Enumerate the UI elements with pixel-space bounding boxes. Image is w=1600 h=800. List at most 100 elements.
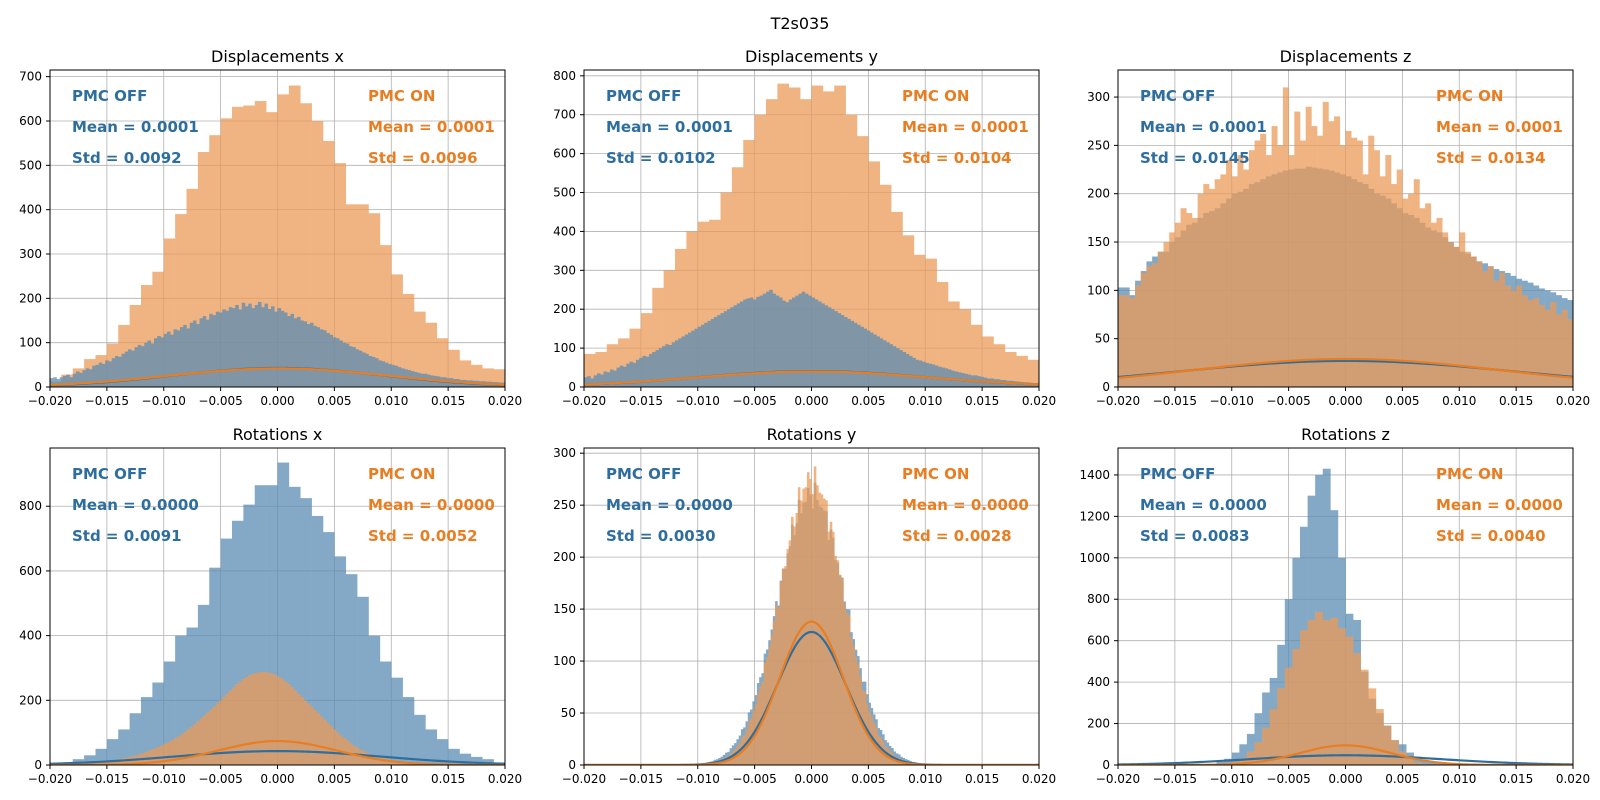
histogram-bar — [1351, 137, 1358, 387]
y-tick-label: 1000 — [1079, 551, 1110, 565]
histogram-bar — [332, 729, 337, 765]
histogram-bar — [1277, 688, 1286, 765]
histogram-bar — [414, 714, 426, 765]
y-tick-label: 1400 — [1079, 468, 1110, 482]
histogram-bar — [623, 366, 627, 387]
histogram-bar — [95, 748, 108, 765]
histogram-bar — [632, 362, 637, 387]
pmc-off-histogram — [50, 462, 505, 765]
histogram-bar — [388, 759, 392, 765]
histogram-bar — [902, 351, 907, 387]
histogram-bar — [640, 313, 653, 387]
histogram-bar — [761, 681, 765, 765]
histogram-bar — [154, 748, 158, 765]
histogram-bar — [915, 359, 920, 387]
histogram-bar — [379, 245, 392, 387]
histogram-bar — [1237, 155, 1244, 387]
histogram-bar — [1368, 135, 1375, 387]
histogram-bar — [368, 213, 381, 387]
pmc-on-label: PMC ON — [902, 87, 969, 105]
histogram-bar — [665, 344, 669, 387]
pmc-on-std: Std = 0.0028 — [902, 527, 1012, 545]
x-tick-label: 0.005 — [317, 394, 351, 408]
histogram-bar — [152, 271, 165, 387]
histogram-bar — [248, 303, 252, 387]
histogram-bar — [323, 532, 335, 765]
histogram-bar — [459, 360, 472, 387]
pmc-on-mean: Mean = 0.0001 — [368, 118, 495, 136]
subplot-title: Displacements y — [745, 47, 878, 66]
histogram-bar — [697, 221, 710, 387]
histogram-bar — [876, 336, 881, 387]
histogram-bar — [280, 310, 285, 387]
histogram-bar — [334, 163, 347, 387]
histogram-bar — [482, 759, 494, 765]
histogram-bar — [118, 758, 122, 765]
histogram-bar — [1487, 266, 1494, 387]
histogram-bar — [345, 343, 350, 387]
histogram-bar — [675, 340, 679, 387]
histogram-bar — [280, 678, 285, 765]
histogram-bar — [219, 312, 223, 387]
histogram-bar — [313, 325, 317, 387]
histogram-bar — [220, 118, 233, 387]
histogram-bar — [1391, 184, 1397, 387]
histogram-bar — [841, 578, 844, 765]
pmc-off-fit-curve — [50, 749, 505, 765]
histogram-bar — [879, 184, 892, 387]
histogram-bar — [694, 328, 699, 387]
histogram-bar — [1118, 295, 1124, 387]
histogram-bar — [691, 330, 695, 387]
x-tick-label: 0.020 — [488, 394, 522, 408]
histogram-bar — [345, 204, 358, 387]
histogram-bar — [336, 338, 340, 387]
histogram-bar — [749, 297, 754, 387]
plot-area — [1118, 448, 1573, 765]
histogram-bar — [241, 302, 246, 387]
histogram-bar — [1254, 140, 1261, 387]
histogram-bar — [1353, 653, 1361, 765]
x-tick-label: −0.005 — [1266, 394, 1310, 408]
histogram-bar — [1328, 121, 1335, 387]
histogram-bar — [1430, 222, 1437, 387]
histogram-bar — [798, 293, 803, 387]
histogram-bar — [163, 743, 168, 765]
histogram-bar — [72, 373, 77, 387]
histogram-bar — [1220, 174, 1227, 387]
histogram-bar — [323, 140, 335, 387]
histogram-bar — [470, 756, 483, 765]
histogram-bar — [482, 368, 494, 387]
histogram-bar — [785, 302, 790, 387]
histogram-bar — [804, 487, 808, 765]
histogram-bar — [857, 136, 869, 387]
pmc-off-mean: Mean = 0.0001 — [606, 118, 733, 136]
x-tick-label: 0.015 — [1499, 394, 1533, 408]
histogram-bar — [1538, 304, 1545, 387]
histogram-bar — [371, 755, 376, 765]
histogram-bar — [266, 485, 278, 765]
histogram-bar — [800, 500, 803, 765]
histogram-bar — [157, 746, 161, 765]
histogram-bar — [212, 706, 217, 765]
histogram-bar — [1239, 757, 1248, 765]
histogram-bar — [1436, 762, 1445, 765]
histogram-bar — [334, 556, 347, 765]
histogram-bar — [746, 298, 751, 387]
histogram-bar — [1345, 130, 1352, 387]
histogram-bar — [1197, 193, 1204, 387]
histogram-bar — [870, 332, 874, 387]
pmc-on-mean: Mean = 0.0000 — [902, 496, 1029, 514]
pmc-off-std: Std = 0.0030 — [606, 527, 716, 545]
histogram-bar — [1453, 246, 1460, 387]
histogram-bar — [831, 531, 835, 765]
histogram-bar — [89, 369, 93, 387]
histogram-bar — [1493, 280, 1500, 387]
histogram-bar — [358, 350, 363, 387]
histogram-bar — [69, 377, 74, 387]
subplot-title: Rotations y — [767, 425, 857, 444]
histogram-bar — [1294, 111, 1301, 387]
histogram-bar — [658, 348, 663, 387]
histogram-bar — [879, 338, 884, 387]
histogram-bar — [710, 318, 715, 387]
pmc-on-histogram — [50, 671, 505, 765]
